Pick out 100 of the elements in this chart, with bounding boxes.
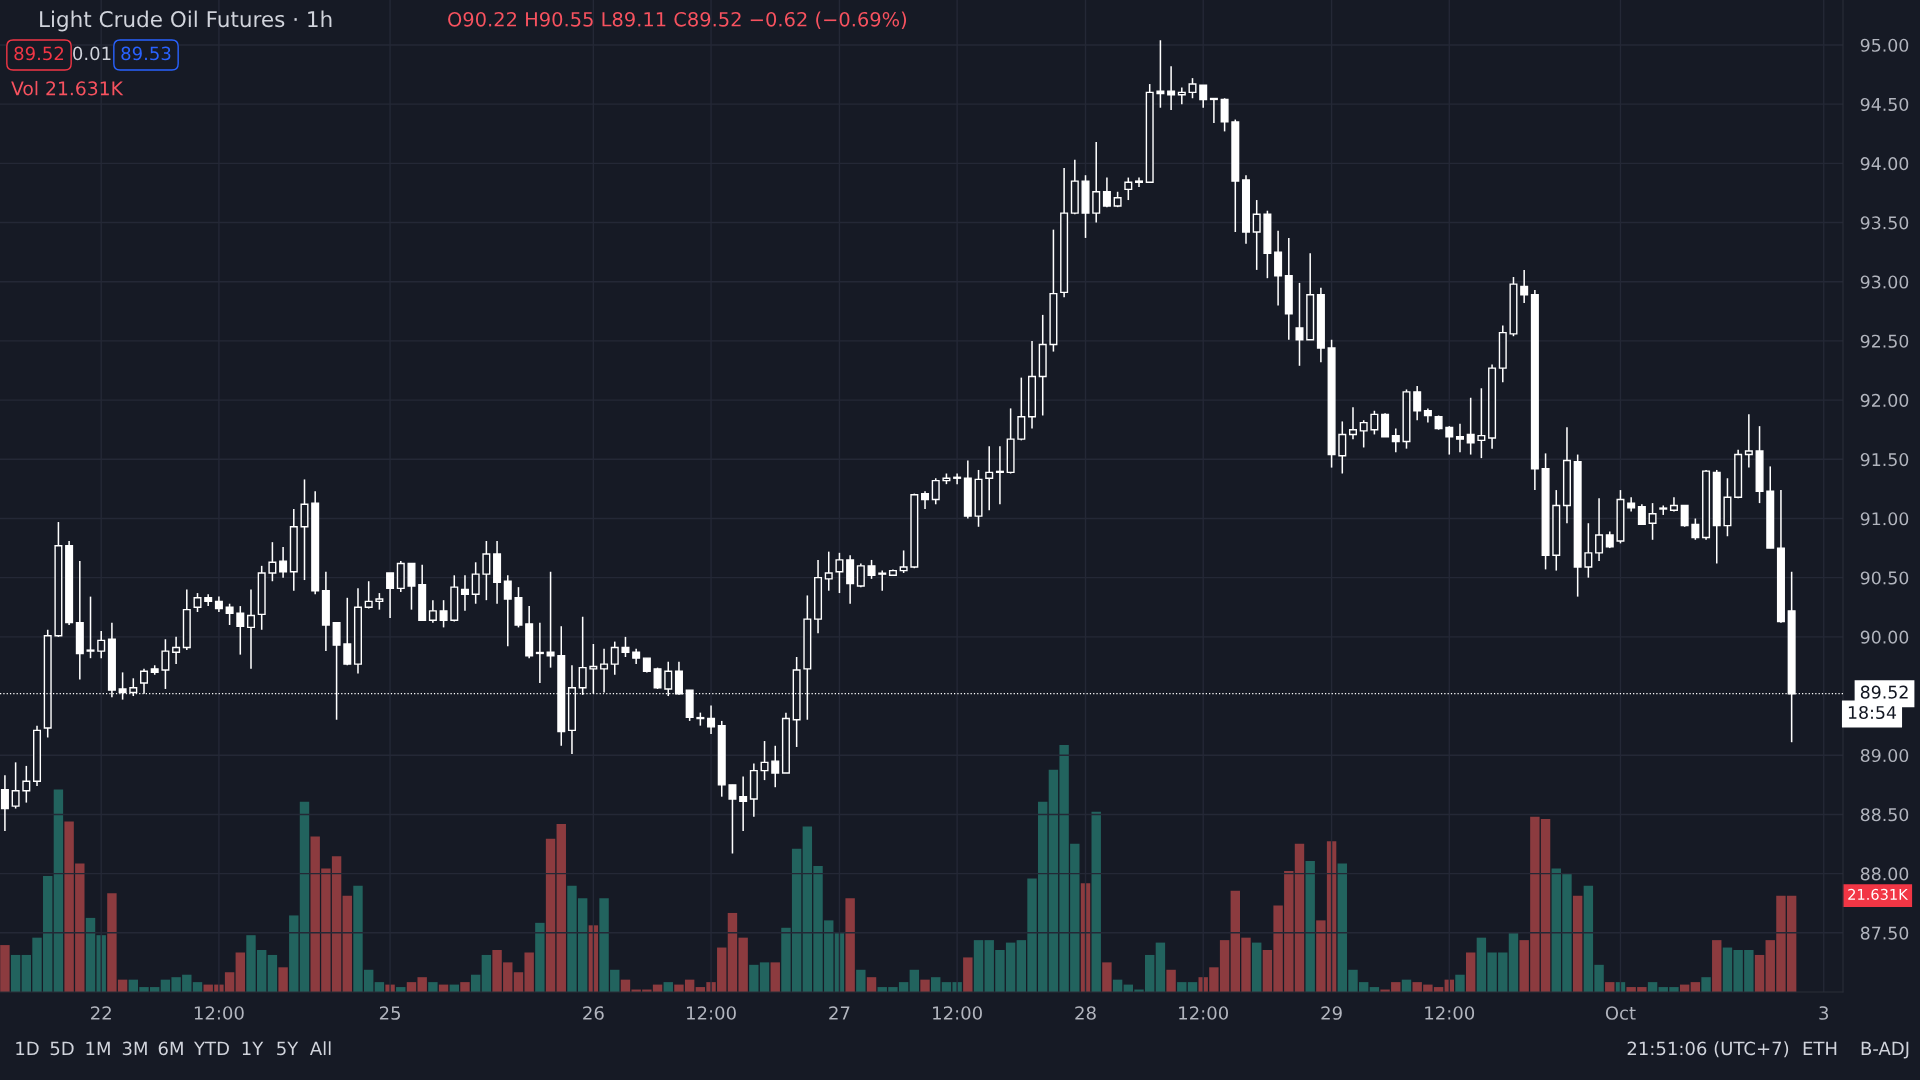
candlestick [1209, 97, 1218, 124]
x-tick-label: 12:00 [1425, 1006, 1475, 1020]
candlestick [728, 784, 737, 855]
bar [856, 969, 866, 992]
bar [428, 982, 438, 992]
candlestick [1220, 97, 1229, 133]
bar [1102, 962, 1112, 992]
bar [0, 945, 10, 992]
candlestick [343, 597, 352, 667]
candlestick [97, 630, 106, 659]
y-tick-label: 94.50 [1860, 97, 1909, 112]
candlestick [1156, 39, 1165, 109]
bar [10, 954, 21, 992]
bar [1455, 974, 1465, 992]
candlestick [739, 775, 748, 832]
candlestick [268, 541, 277, 582]
bar [342, 895, 352, 992]
candlestick [1477, 387, 1486, 459]
y-tick-label: 94.00 [1860, 157, 1909, 171]
bar [535, 922, 545, 992]
candlestick [1691, 517, 1700, 541]
candlestick [824, 550, 833, 592]
candlestick [985, 445, 994, 511]
bar [1091, 811, 1101, 992]
candlestick [1017, 376, 1026, 442]
y-tick-label: 90.50 [1860, 571, 1909, 585]
candlestick [407, 562, 416, 611]
candlestick [546, 570, 555, 669]
candlestick [1252, 199, 1261, 271]
bar [1712, 940, 1722, 992]
bar [267, 954, 278, 992]
candlestick [931, 477, 940, 506]
bar [931, 977, 941, 992]
candlestick [364, 580, 373, 610]
candlestick [1102, 176, 1111, 208]
candlestick [1680, 504, 1689, 528]
text: 1M [86, 1041, 110, 1055]
candlestick [503, 574, 512, 648]
candlestick [1744, 413, 1753, 469]
y-tick-label: 93.00 [1860, 275, 1909, 289]
candlestick [995, 445, 1004, 506]
candlestick [867, 559, 876, 580]
candlestick [707, 704, 716, 735]
ref-line-label: 89.52 [1860, 685, 1908, 699]
x-tick-label: 12:00 [1179, 1006, 1229, 1020]
candlestick [161, 638, 170, 690]
candlestick [1348, 406, 1358, 440]
bar [1251, 942, 1262, 992]
candlestick [899, 549, 908, 574]
candlestick [1188, 77, 1197, 100]
y-tick-label: 92.00 [1860, 393, 1909, 407]
bar [1166, 969, 1176, 992]
text: 21.631K [1848, 888, 1909, 900]
candlestick [1199, 84, 1208, 109]
text: 6M [158, 1041, 183, 1056]
annotation: Vol 21.631K [11, 80, 124, 96]
candlestick [428, 599, 437, 624]
candlestick [246, 588, 256, 670]
candlestick [846, 554, 855, 605]
text: 1D [16, 1041, 39, 1055]
bar [1572, 895, 1583, 992]
bar [1754, 954, 1765, 992]
y-tick-label: 88.50 [1860, 808, 1909, 822]
candlestick [1274, 230, 1283, 307]
y-tick-label: 92.50 [1860, 334, 1909, 348]
text: 5D [50, 1041, 74, 1056]
candlestick [760, 740, 769, 781]
x-tick-label: 12:00 [933, 1006, 982, 1020]
candlestick [1167, 65, 1176, 111]
bar [460, 982, 470, 992]
text: ETH [1803, 1041, 1837, 1055]
bar [770, 962, 780, 992]
candlestick [835, 552, 844, 594]
candlestick [1520, 269, 1529, 304]
y-tick-label: 91.00 [1860, 512, 1909, 526]
text: YTD [193, 1041, 229, 1055]
bar [85, 917, 96, 992]
candlestick [1381, 412, 1390, 438]
candlestick [193, 592, 202, 613]
candlestick [300, 478, 309, 581]
y-tick-label: 93.50 [1860, 216, 1909, 230]
candlestick [1455, 423, 1464, 453]
bar [1701, 977, 1711, 992]
candlestick [439, 599, 448, 629]
candlestick [386, 572, 395, 619]
candlestick [482, 540, 491, 601]
text: 21:51:06 (UTC+7) [1627, 1041, 1789, 1058]
x-tick-label: 27 [829, 1006, 850, 1020]
candlestick [86, 595, 95, 659]
y-tick-label: 87.50 [1860, 926, 1909, 940]
text: 1Y [242, 1041, 264, 1055]
candlestick [1391, 427, 1400, 453]
bar [845, 898, 855, 992]
candlestick [771, 745, 780, 788]
x-tick-label: 26 [583, 1006, 604, 1020]
candlestick [953, 472, 962, 485]
bar [545, 838, 556, 992]
annotation: 0.01 [73, 46, 111, 61]
bar [278, 967, 288, 992]
text: B-ADJ [1861, 1041, 1909, 1059]
